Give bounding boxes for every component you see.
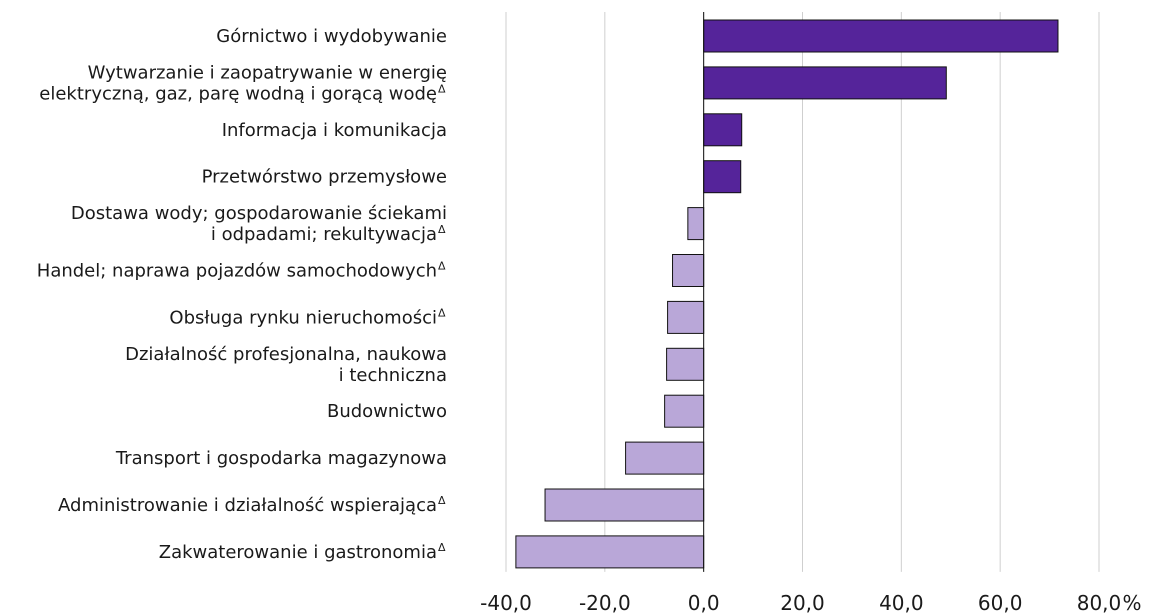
footnote-marker: Δ [438, 306, 446, 319]
label-line: Transport i gospodarka magazynowa [115, 448, 447, 469]
bar [687, 207, 705, 241]
bar [544, 488, 705, 522]
label-line: Obsługa rynku nieruchomości [169, 307, 437, 328]
label-line: i odpadami; rekultywacja [211, 224, 437, 245]
bar [664, 394, 705, 428]
label-line: Handel; naprawa pojazdów samochodowych [37, 261, 437, 282]
label-line: Dostawa wody; gospodarowanie ściekami [71, 203, 447, 224]
bar [667, 300, 705, 334]
y-tick-label: Informacja i komunikacja [222, 120, 447, 141]
x-axis-unit: % [1122, 591, 1141, 615]
y-tick-label: Handel; naprawa pojazdów samochodowychΔ [37, 260, 446, 282]
x-tick-label: 40,0 [879, 591, 924, 615]
y-tick-label: Budownictwo [327, 401, 447, 422]
x-tick-label: -40,0 [480, 591, 532, 615]
bar [666, 347, 705, 381]
y-tick-label: Zakwaterowanie i gastronomiaΔ [159, 541, 446, 563]
x-tick-label: 20,0 [780, 591, 825, 615]
y-tick-label: Obsługa rynku nieruchomościΔ [169, 306, 446, 328]
bar [703, 19, 1059, 53]
label-line: Zakwaterowanie i gastronomia [159, 542, 437, 563]
label-line: Wytwarzanie i zaopatrywanie w energię [88, 62, 447, 83]
footnote-marker: Δ [438, 260, 446, 273]
label-line: Przetwórstwo przemysłowe [202, 167, 447, 188]
y-tick-label: Administrowanie i działalność wspierając… [58, 494, 446, 516]
bar [703, 160, 742, 194]
label-line: elektryczną, gaz, parę wodną i gorącą wo… [39, 83, 437, 104]
y-tick-label: Przetwórstwo przemysłowe [202, 167, 447, 188]
label-line: Administrowanie i działalność wspierając… [58, 495, 437, 516]
footnote-marker: Δ [438, 223, 446, 236]
footnote-marker: Δ [438, 494, 446, 507]
bar [672, 254, 705, 287]
x-tick-label: 80,0 [1077, 591, 1122, 615]
footnote-marker: Δ [438, 82, 446, 95]
bar [515, 535, 705, 569]
label-line: i techniczna [339, 365, 447, 386]
x-tick-label: -20,0 [579, 591, 631, 615]
y-tick-label: Działalność profesjonalna, naukowa i tech… [125, 344, 447, 386]
x-tick-label: 60,0 [978, 591, 1023, 615]
label-line: Informacja i komunikacja [222, 120, 447, 141]
y-tick-label: Dostawa wody; gospodarowanie ściekami i o… [71, 203, 447, 245]
label-line: Budownictwo [327, 401, 447, 422]
bar [703, 66, 947, 100]
y-tick-label: Górnictwo i wydobywanie [216, 26, 447, 47]
bar [625, 441, 705, 475]
y-tick-label: Transport i gospodarka magazynowa [115, 448, 447, 469]
footnote-marker: Δ [438, 541, 446, 554]
bar [703, 113, 743, 147]
x-tick-label: 0,0 [688, 591, 720, 615]
label-line: Górnictwo i wydobywanie [216, 26, 447, 47]
label-line: Działalność profesjonalna, naukowa [125, 344, 447, 365]
y-tick-label: Wytwarzanie i zaopatrywanie w energię ele… [39, 62, 447, 104]
